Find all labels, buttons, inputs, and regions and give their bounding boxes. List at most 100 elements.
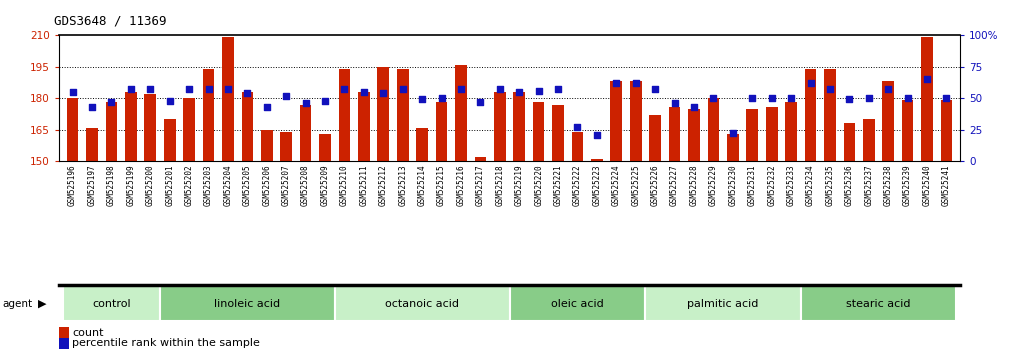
Text: GDS3648 / 11369: GDS3648 / 11369 [54,14,167,27]
Bar [319,134,331,161]
Text: GSM525239: GSM525239 [903,165,912,206]
Text: GSM525236: GSM525236 [845,165,854,206]
Point [317,98,334,104]
Point [104,99,120,105]
Text: GSM525241: GSM525241 [942,165,951,206]
Text: GSM525200: GSM525200 [145,165,155,206]
Bar [475,157,486,161]
Text: GSM525222: GSM525222 [573,165,582,206]
Bar [144,94,156,161]
Point [627,80,644,86]
Text: GSM525208: GSM525208 [301,165,310,206]
FancyBboxPatch shape [510,286,646,321]
Point [764,96,780,101]
Text: palmitic acid: palmitic acid [687,298,759,309]
Text: GSM525226: GSM525226 [651,165,660,206]
Text: GSM525230: GSM525230 [728,165,737,206]
Point [162,98,178,104]
Point [608,80,624,86]
Point [337,87,353,92]
Point [453,87,469,92]
Text: GSM525225: GSM525225 [632,165,641,206]
Point [123,87,139,92]
Point [860,96,877,101]
Bar [202,69,215,161]
Bar [689,109,700,161]
Bar [746,109,758,161]
Point [666,101,682,106]
Bar [883,81,894,161]
Point [744,96,761,101]
Point [64,89,80,95]
Text: GSM525224: GSM525224 [612,165,620,206]
Point [472,99,488,105]
Point [356,89,372,95]
Point [550,87,566,92]
Bar [494,92,505,161]
Text: GSM525212: GSM525212 [378,165,387,206]
Text: GSM525223: GSM525223 [593,165,601,206]
Bar [941,100,952,161]
Point [570,124,586,130]
Bar [708,98,719,161]
Bar [766,107,778,161]
FancyBboxPatch shape [800,286,956,321]
Point [647,87,663,92]
Point [200,87,217,92]
Bar [67,98,78,161]
Text: ▶: ▶ [38,298,46,309]
Point [375,90,392,96]
Bar [552,104,563,161]
Bar [591,159,603,161]
Point [685,104,702,110]
Bar [241,92,253,161]
Point [589,132,605,137]
Bar [669,107,680,161]
FancyBboxPatch shape [335,286,510,321]
Bar [183,98,195,161]
Point [880,87,896,92]
Bar [921,38,933,161]
Bar [727,134,738,161]
Text: GSM525214: GSM525214 [418,165,426,206]
Text: GSM525202: GSM525202 [185,165,193,206]
Text: GSM525227: GSM525227 [670,165,679,206]
Text: GSM525196: GSM525196 [68,165,77,206]
Bar [610,81,622,161]
Text: GSM525203: GSM525203 [204,165,213,206]
Bar [300,104,311,161]
Point [395,87,411,92]
Bar [106,102,117,161]
Point [512,89,528,95]
Text: GSM525235: GSM525235 [826,165,834,206]
Text: agent: agent [2,298,33,309]
Bar [863,119,875,161]
Bar [164,119,176,161]
Point [705,96,721,101]
Text: linoleic acid: linoleic acid [215,298,281,309]
Text: GSM525209: GSM525209 [320,165,330,206]
Bar [456,65,467,161]
Point [841,97,857,102]
Text: GSM525219: GSM525219 [515,165,524,206]
Text: GSM525232: GSM525232 [767,165,776,206]
Text: octanoic acid: octanoic acid [385,298,459,309]
Bar [514,92,525,161]
Text: GSM525213: GSM525213 [399,165,407,206]
Point [491,87,507,92]
Point [414,97,430,102]
Text: GSM525237: GSM525237 [864,165,874,206]
Text: GSM525221: GSM525221 [553,165,562,206]
Point [531,88,547,93]
FancyBboxPatch shape [63,286,160,321]
Bar [125,92,136,161]
FancyBboxPatch shape [646,286,800,321]
Bar [824,69,836,161]
Text: control: control [93,298,131,309]
Bar [533,102,544,161]
Bar [222,38,234,161]
Point [83,104,100,110]
Point [899,96,915,101]
Point [725,131,741,136]
Bar [281,132,292,161]
